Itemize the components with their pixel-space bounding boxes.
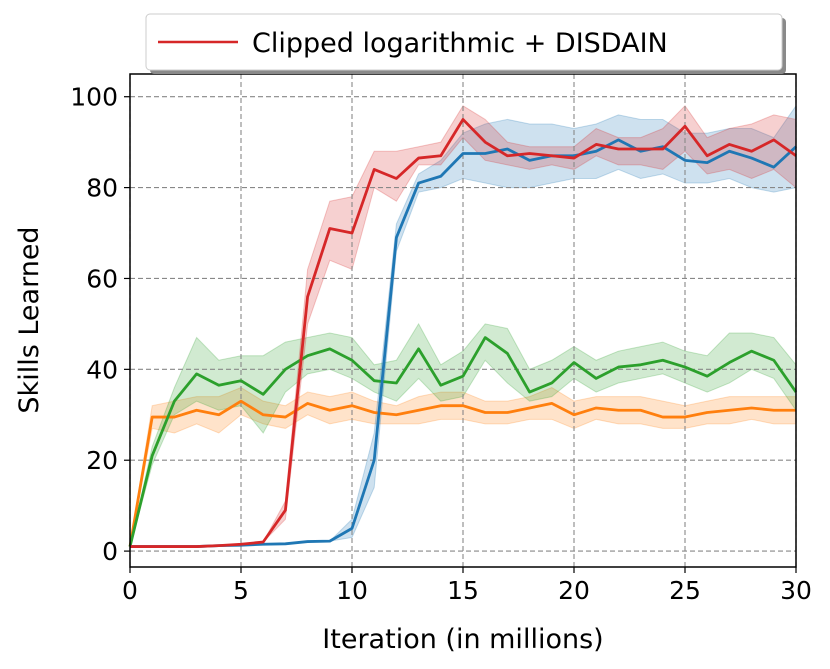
x-tick-label: 20 (558, 576, 590, 605)
x-tick-label: 30 (780, 576, 812, 605)
series-lines (128, 118, 798, 548)
y-tick-label: 20 (86, 446, 118, 475)
x-tick-label: 5 (233, 576, 249, 605)
y-tick-label: 100 (70, 83, 118, 112)
y-tick-label: 60 (86, 264, 118, 293)
x-axis-ticks: 0 5 10 15 20 25 30 (122, 567, 812, 605)
y-tick-label: 80 (86, 174, 118, 203)
x-tick-label: 10 (336, 576, 368, 605)
legend: Clipped logarithmic + DISDAIN (145, 13, 786, 74)
series-line-3 (128, 399, 796, 547)
y-axis-ticks: 0 20 40 60 80 100 (70, 83, 130, 566)
legend-label: Clipped logarithmic + DISDAIN (252, 28, 668, 59)
x-axis-label: Iteration (in millions) (322, 624, 603, 655)
series-line-2 (128, 336, 798, 547)
x-tick-label: 15 (447, 576, 479, 605)
legend-box (145, 13, 783, 71)
y-axis-label: Skills Learned (14, 226, 45, 413)
x-tick-label: 25 (669, 576, 701, 605)
series-line-clipped-logarithmic-disdain (130, 118, 797, 548)
y-tick-label: 0 (102, 537, 118, 566)
y-tick-label: 40 (86, 355, 118, 384)
x-tick-label: 0 (122, 576, 138, 605)
